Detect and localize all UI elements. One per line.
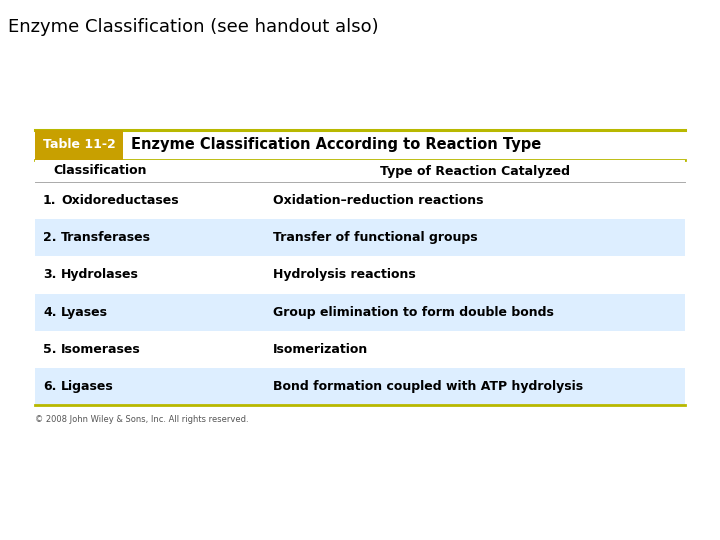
- Text: Ligases: Ligases: [61, 380, 114, 393]
- Text: Transferases: Transferases: [61, 231, 151, 244]
- Text: Lyases: Lyases: [61, 306, 108, 319]
- Text: Transfer of functional groups: Transfer of functional groups: [273, 231, 477, 244]
- Bar: [35, 294, 685, 330]
- Text: 5.: 5.: [43, 343, 56, 356]
- Bar: [35, 130, 123, 160]
- Text: Oxidation–reduction reactions: Oxidation–reduction reactions: [273, 194, 484, 207]
- Text: Classification: Classification: [53, 165, 147, 178]
- Bar: [35, 160, 685, 182]
- Text: Enzyme Classification According to Reaction Type: Enzyme Classification According to React…: [131, 138, 541, 152]
- Text: 1.: 1.: [43, 194, 56, 207]
- Text: © 2008 John Wiley & Sons, Inc. All rights reserved.: © 2008 John Wiley & Sons, Inc. All right…: [35, 415, 248, 424]
- Text: 2.: 2.: [43, 231, 56, 244]
- Text: Isomerization: Isomerization: [273, 343, 368, 356]
- Text: Isomerases: Isomerases: [61, 343, 140, 356]
- Text: Table 11-2: Table 11-2: [42, 138, 115, 152]
- Text: Bond formation coupled with ATP hydrolysis: Bond formation coupled with ATP hydrolys…: [273, 380, 583, 393]
- Text: Type of Reaction Catalyzed: Type of Reaction Catalyzed: [380, 165, 570, 178]
- Text: 4.: 4.: [43, 306, 56, 319]
- Bar: [35, 219, 685, 256]
- Text: Enzyme Classification (see handout also): Enzyme Classification (see handout also): [8, 18, 379, 36]
- Bar: [35, 368, 685, 405]
- Text: Hydrolases: Hydrolases: [61, 268, 139, 281]
- Text: Group elimination to form double bonds: Group elimination to form double bonds: [273, 306, 554, 319]
- Text: Oxidoreductases: Oxidoreductases: [61, 194, 179, 207]
- Text: Hydrolysis reactions: Hydrolysis reactions: [273, 268, 415, 281]
- Text: 6.: 6.: [43, 380, 56, 393]
- Text: 3.: 3.: [43, 268, 56, 281]
